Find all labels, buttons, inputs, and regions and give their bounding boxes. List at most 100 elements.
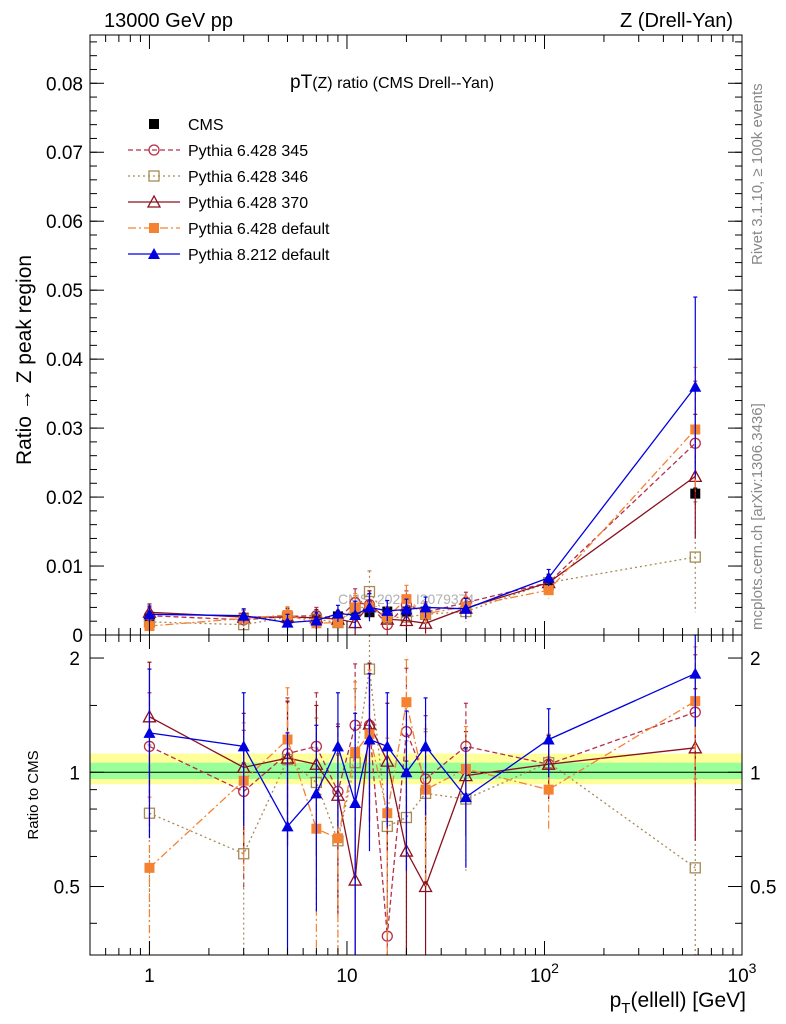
band-inner — [90, 762, 742, 780]
legend-label-p346: Pythia 6.428 346 — [188, 169, 308, 186]
p8-main-point — [419, 601, 432, 613]
main-ytick-label: 0.02 — [46, 488, 83, 509]
p8-ratio-point — [349, 796, 362, 808]
ratio-ytick-label-right: 0.5 — [750, 878, 776, 899]
p8-ratio-point — [331, 740, 344, 752]
p370-ratio-point — [688, 740, 703, 754]
rivet-label: Rivet 3.1.10, ≥ 100k events — [749, 83, 766, 265]
legend: CMS Pythia 6.428 345 Pythia 6.428 346 Pythi… — [128, 117, 330, 264]
x-label-rest: (ellell) [GeV] — [630, 989, 746, 1012]
p370-main-point — [418, 615, 433, 629]
header-left: 13000 GeV pp — [104, 10, 233, 32]
series-p8-ratio — [143, 634, 702, 955]
xtick-label: 102 — [530, 960, 559, 987]
p346-main-point — [689, 551, 701, 563]
legend-marker-cms — [149, 119, 159, 129]
pdef-ratio-point — [543, 784, 554, 795]
legend-marker-p346 — [148, 170, 160, 182]
p8-ratio-point — [381, 740, 394, 752]
p8-ratio-point — [400, 766, 413, 778]
pdef-ratio-point — [401, 697, 412, 708]
legend-label-p370: Pythia 6.428 370 — [188, 195, 308, 212]
main-ytick-label: 0.04 — [46, 350, 83, 371]
p8-main-point — [689, 380, 702, 392]
p8-main-point — [310, 614, 323, 626]
p370-main-point — [399, 613, 414, 627]
plot-title-sub: (Z) ratio (CMS Drell--Yan) — [312, 75, 494, 92]
main-ytick-label: 0.03 — [46, 419, 83, 440]
xtick-label: 10 — [336, 966, 357, 987]
p8-main-point — [349, 609, 362, 620]
xtick-label-exponent: 2 — [551, 960, 559, 976]
p370-ratio-point — [418, 879, 433, 893]
main-ytick-label: 0.01 — [46, 557, 83, 578]
xtick-label: 103 — [728, 960, 757, 987]
p8-main-point — [237, 609, 250, 621]
ratio-ytick-label-right: 2 — [750, 649, 761, 670]
ratio-band — [90, 753, 742, 785]
p8-ratio-point — [689, 667, 702, 679]
pdef-main-point — [332, 617, 343, 628]
p370-ratio-line — [149, 716, 696, 889]
header-right: Z (Drell-Yan) — [620, 10, 733, 32]
ratio-ytick-label-right: 1 — [750, 763, 761, 784]
legend-marker-p345 — [148, 144, 160, 156]
plot-title-main: pT — [290, 72, 313, 93]
main-panel-series — [142, 296, 703, 635]
main-ytick-label: 0.07 — [46, 143, 83, 164]
xtick-label-exponent: 3 — [749, 960, 757, 976]
p8-main-point — [331, 607, 344, 619]
series-p8-main — [143, 296, 702, 631]
p8-ratio-point — [310, 787, 323, 799]
p8-main-point — [400, 603, 413, 615]
legend-marker-p8 — [148, 248, 160, 259]
series-p346-ratio — [143, 634, 701, 955]
x-label-sub: T — [621, 1000, 630, 1017]
main-ylabel: Ratio → Z peak region — [13, 255, 36, 465]
p8-main-line — [149, 386, 696, 624]
series-p345-ratio — [143, 654, 701, 955]
plot-title: pT(Z) ratio (CMS Drell--Yan) — [290, 72, 494, 93]
pdef-ratio-point — [144, 862, 155, 873]
x-label-p: p — [610, 989, 622, 1012]
legend-label-p8: Pythia 8.212 default — [188, 247, 330, 264]
ratio-ylabel: Ratio to CMS — [25, 750, 42, 839]
p8-ratio-point — [542, 733, 555, 745]
legend-label-pdef: Pythia 6.428 default — [188, 221, 330, 238]
ratio-ytick-label: 0.5 — [54, 878, 80, 899]
p8-main-point — [363, 601, 376, 613]
p8-main-point — [381, 604, 394, 616]
legend-label-cms: CMS — [188, 117, 224, 134]
pdef-ratio-line — [149, 700, 696, 869]
series-p370-ratio — [142, 661, 703, 955]
x-axis-label: pT(ellell) [GeV] — [610, 989, 746, 1017]
p8-ratio-point — [363, 733, 376, 745]
main-ytick-label: 0.06 — [46, 212, 83, 233]
p8-ratio-point — [237, 740, 250, 752]
p8-ratio-point — [459, 791, 472, 803]
p8-main-point — [459, 602, 472, 614]
mcplots-label: mcplots.cern.ch [arXiv:1306.3436] — [749, 403, 766, 630]
legend-marker-p370 — [146, 194, 162, 208]
p8-ratio-point — [143, 726, 156, 738]
p8-ratio-point — [281, 820, 294, 832]
p8-ratio-point — [419, 740, 432, 752]
pdef-main-point — [543, 585, 554, 596]
ratio-ytick-label: 2 — [69, 649, 80, 670]
series-pdef-ratio — [144, 646, 701, 955]
main-ytick-label: 0.05 — [46, 281, 83, 302]
pdef-ratio-point — [332, 833, 343, 844]
ratio-panel-series — [142, 634, 703, 955]
legend-marker-pdef — [149, 223, 159, 233]
main-ytick-label: 0.08 — [46, 74, 83, 95]
p346-ratio-point — [689, 862, 701, 874]
main-ytick-label: 0 — [72, 626, 83, 647]
p8-main-point — [542, 571, 555, 583]
ratio-frame — [89, 634, 743, 956]
p345-ratio-line — [149, 711, 696, 937]
xtick-label: 1 — [144, 966, 155, 987]
ratio-ytick-label: 1 — [69, 763, 80, 784]
legend-label-p345: Pythia 6.428 345 — [188, 143, 308, 160]
p8-main-point — [143, 608, 156, 620]
